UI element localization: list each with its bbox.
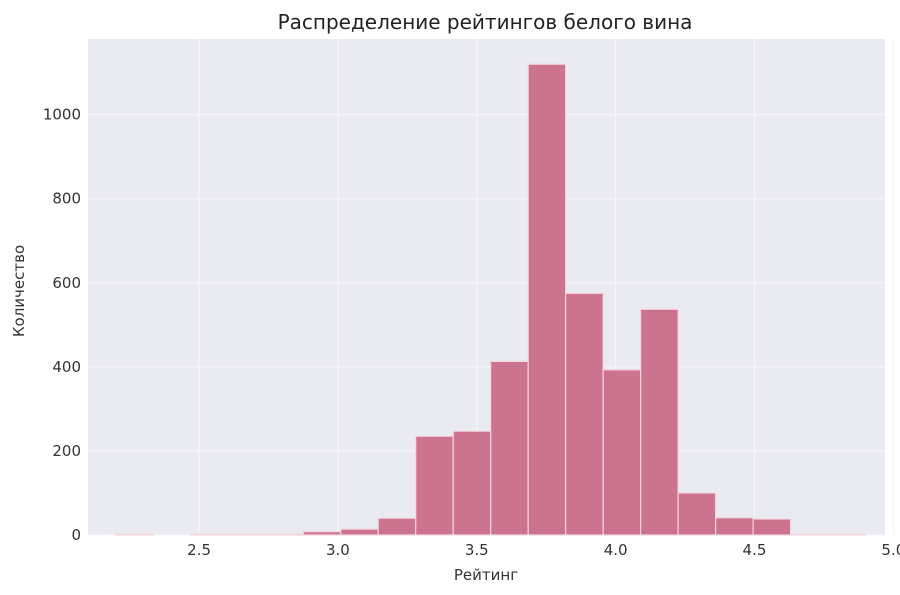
grid-lines	[88, 39, 894, 536]
histogram-bar	[752, 518, 792, 536]
histogram-bar	[340, 528, 379, 536]
histogram-bar	[677, 492, 717, 536]
x-tick-label: 5.0	[881, 541, 900, 559]
x-axis-ticks: 2.5 3.0 3.5 4.0 4.5 5.0	[187, 541, 900, 559]
y-tick-label: 800	[52, 190, 81, 208]
histogram-bar	[227, 533, 267, 536]
x-tick-label: 3.5	[465, 541, 489, 559]
x-tick-label: 3.0	[326, 541, 350, 559]
y-axis-ticks: 0 200 400 600 800 1000	[43, 106, 81, 544]
histogram-bars	[115, 63, 867, 536]
histogram-bar	[490, 360, 529, 536]
histogram-bar	[640, 308, 679, 536]
x-tick-label: 2.5	[187, 541, 211, 559]
histogram-bar	[377, 517, 417, 536]
histogram-bar	[415, 435, 454, 536]
histogram-bar	[115, 533, 154, 536]
histogram-bar	[265, 533, 304, 536]
histogram-bar	[789, 533, 829, 536]
histogram-bar	[190, 533, 229, 536]
histogram-bar	[302, 531, 342, 536]
y-axis-label: Количество	[10, 245, 28, 337]
y-tick-label: 0	[71, 526, 81, 544]
histogram-bar	[565, 292, 604, 536]
histogram-bar	[715, 517, 754, 536]
histogram-bar	[527, 63, 567, 536]
y-tick-label: 1000	[43, 106, 81, 124]
chart-title: Распределение рейтингов белого вина	[278, 10, 693, 34]
histogram-bar	[827, 533, 867, 536]
x-tick-label: 4.0	[604, 541, 628, 559]
histogram-bar	[452, 430, 492, 536]
y-tick-label: 400	[52, 358, 81, 376]
histogram-bar	[602, 369, 642, 536]
y-tick-label: 600	[52, 274, 81, 292]
y-tick-label: 200	[52, 442, 81, 460]
x-axis-label: Рейтинг	[454, 566, 518, 584]
x-tick-label: 4.5	[743, 541, 767, 559]
